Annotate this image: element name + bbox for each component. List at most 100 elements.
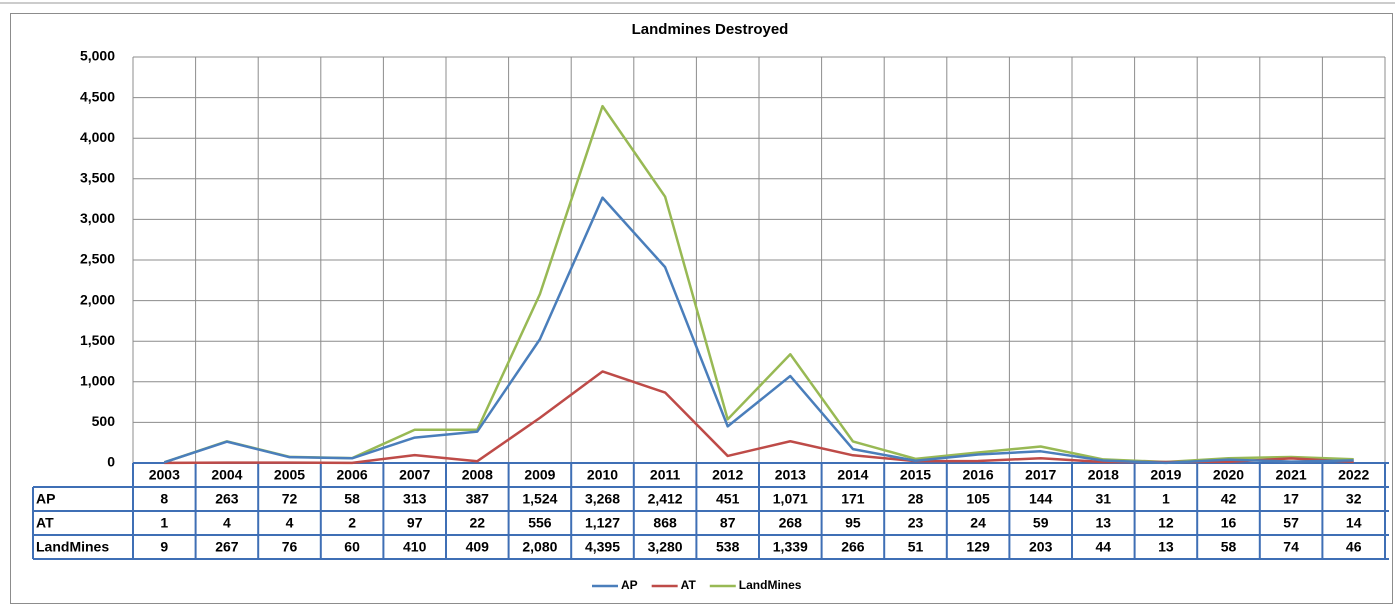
y-tick-label: 0 [107, 454, 115, 470]
y-tick-label: 5,000 [80, 48, 115, 64]
table-cell: 144 [1029, 491, 1053, 507]
x-tick-label: 2020 [1213, 467, 1244, 483]
table-cell: 1,071 [773, 491, 808, 507]
x-tick-label: 2016 [963, 467, 994, 483]
table-cell: 266 [841, 539, 865, 555]
table-cell: 410 [403, 539, 427, 555]
table-cell: 129 [966, 539, 990, 555]
table-cell: 556 [528, 515, 552, 531]
x-tick-label: 2022 [1338, 467, 1369, 483]
table-cell: 22 [470, 515, 486, 531]
table-cell: 13 [1096, 515, 1112, 531]
legend-label: AT [681, 578, 697, 592]
chart-frame [10, 13, 1393, 604]
table-cell: 451 [716, 491, 740, 507]
table-cell: 24 [970, 515, 986, 531]
x-tick-label: 2005 [274, 467, 305, 483]
table-cell: 14 [1346, 515, 1362, 531]
table-cell: 60 [344, 539, 360, 555]
x-tick-label: 2012 [712, 467, 743, 483]
x-tick-label: 2014 [837, 467, 868, 483]
table-cell: 31 [1096, 491, 1112, 507]
table-cell: 8 [160, 491, 168, 507]
table-cell: 59 [1033, 515, 1049, 531]
x-tick-label: 2019 [1150, 467, 1181, 483]
table-cell: 57 [1283, 515, 1299, 531]
table-cell: 13 [1158, 539, 1174, 555]
table-cell: 58 [344, 491, 360, 507]
table-cell: 58 [1221, 539, 1237, 555]
x-tick-label: 2010 [587, 467, 618, 483]
table-cell: 9 [160, 539, 168, 555]
table-cell: 868 [653, 515, 677, 531]
table-cell: 28 [908, 491, 924, 507]
table-cell: 51 [908, 539, 924, 555]
table-cell: 2,412 [648, 491, 683, 507]
table-cell: 4 [286, 515, 294, 531]
y-tick-label: 2,500 [80, 251, 115, 267]
x-tick-label: 2013 [775, 467, 806, 483]
table-cell: 268 [779, 515, 803, 531]
table-cell: 203 [1029, 539, 1053, 555]
table-cell: 1,339 [773, 539, 808, 555]
y-tick-label: 2,000 [80, 291, 115, 307]
x-tick-label: 2004 [211, 467, 242, 483]
table-cell: 2 [348, 515, 356, 531]
table-row-label: LandMines [36, 539, 109, 555]
table-cell: 387 [466, 491, 490, 507]
table-cell: 171 [841, 491, 865, 507]
table-cell: 3,280 [648, 539, 683, 555]
x-tick-label: 2003 [149, 467, 180, 483]
table-cell: 1 [1162, 491, 1170, 507]
series-line [163, 196, 1354, 465]
table-cell: 87 [720, 515, 736, 531]
table-cell: 4,395 [585, 539, 620, 555]
table-cell: 538 [716, 539, 740, 555]
chart-title: Landmines Destroyed [632, 21, 789, 38]
legend-label: LandMines [739, 578, 802, 592]
table-cell: 2,080 [522, 539, 557, 555]
legend-label: AP [621, 578, 638, 592]
x-tick-label: 2011 [650, 467, 681, 483]
x-tick-label: 2021 [1276, 467, 1307, 483]
x-tick-label: 2006 [337, 467, 368, 483]
table-cell: 1,524 [522, 491, 557, 507]
x-tick-label: 2017 [1025, 467, 1056, 483]
table-row-label: AP [36, 491, 55, 507]
table-cell: 263 [215, 491, 239, 507]
table-cell: 97 [407, 515, 423, 531]
x-tick-label: 2007 [399, 467, 430, 483]
table-cell: 1,127 [585, 515, 620, 531]
table-cell: 76 [282, 539, 298, 555]
y-tick-label: 1,500 [80, 332, 115, 348]
y-tick-label: 500 [92, 413, 116, 429]
table-cell: 44 [1096, 539, 1112, 555]
y-tick-label: 1,000 [80, 373, 115, 389]
table-cell: 3,268 [585, 491, 620, 507]
x-tick-label: 2008 [462, 467, 493, 483]
y-tick-label: 4,000 [80, 129, 115, 145]
table-cell: 267 [215, 539, 239, 555]
table-cell: 72 [282, 491, 298, 507]
table-cell: 23 [908, 515, 924, 531]
x-tick-label: 2015 [900, 467, 931, 483]
table-cell: 16 [1221, 515, 1237, 531]
table-cell: 74 [1283, 539, 1299, 555]
y-tick-label: 4,500 [80, 88, 115, 104]
table-cell: 95 [845, 515, 861, 531]
table-cell: 1 [160, 515, 168, 531]
table-row-label: AT [36, 515, 54, 531]
table-cell: 42 [1221, 491, 1237, 507]
x-tick-label: 2018 [1088, 467, 1119, 483]
table-cell: 32 [1346, 491, 1362, 507]
table-cell: 105 [966, 491, 990, 507]
x-tick-label: 2009 [524, 467, 555, 483]
table-cell: 12 [1158, 515, 1174, 531]
y-tick-label: 3,000 [80, 210, 115, 226]
y-tick-label: 3,500 [80, 170, 115, 186]
table-cell: 46 [1346, 539, 1362, 555]
table-cell: 17 [1283, 491, 1299, 507]
table-cell: 4 [223, 515, 231, 531]
